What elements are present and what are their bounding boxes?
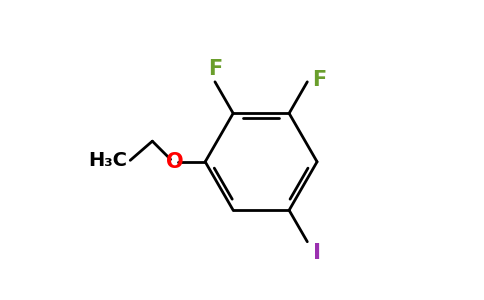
Text: O: O — [166, 152, 183, 172]
Text: H₃C: H₃C — [88, 151, 127, 170]
Text: F: F — [313, 70, 327, 90]
Text: I: I — [313, 243, 321, 263]
Text: F: F — [208, 59, 222, 80]
